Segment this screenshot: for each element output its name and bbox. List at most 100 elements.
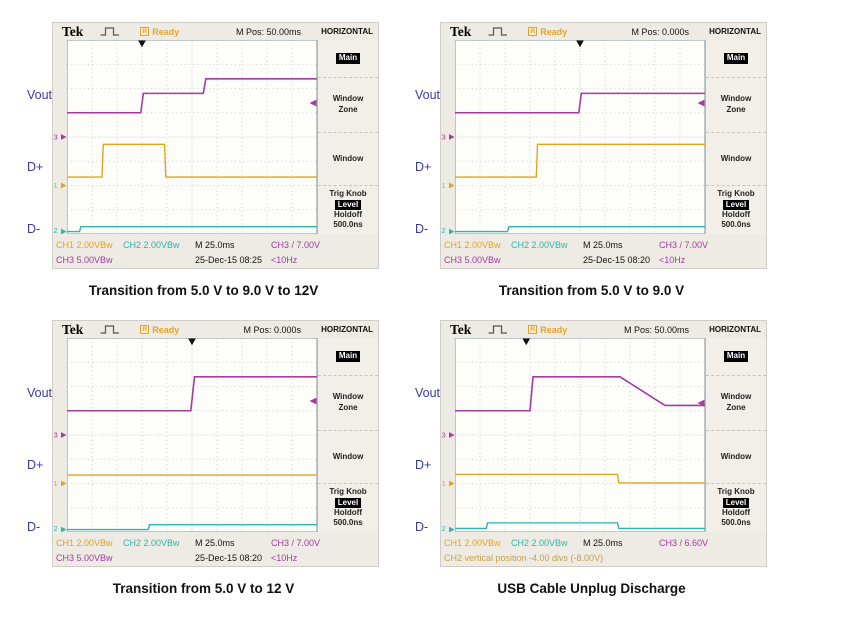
- scope-header: Tek R Ready M Pos: 0.000s HORIZONTAL: [53, 321, 378, 338]
- menu-item-main[interactable]: Main: [318, 338, 378, 375]
- waveform-ch2-D-: [455, 226, 705, 233]
- graticule-border: [455, 40, 705, 234]
- menu-title: HORIZONTAL: [321, 325, 373, 334]
- trigger-coupling-readout: <10Hz: [659, 254, 686, 265]
- menu-item-main[interactable]: Main: [706, 338, 766, 375]
- ready-status-text: Ready: [152, 26, 180, 37]
- menu-window-zone-line2: Zone: [726, 105, 746, 114]
- menu-window-zone-line1: Window: [332, 392, 364, 402]
- trigger-position-marker: [188, 338, 196, 346]
- m-pos-readout: M Pos: 0.000s: [243, 324, 301, 335]
- waveform-ch1-D+: [67, 143, 317, 178]
- date-time-readout: 25-Dec-15 08:25: [195, 254, 263, 265]
- waveform-ch3-Vout: [67, 78, 317, 114]
- menu-window-zone-line1: Window: [720, 392, 752, 402]
- menu-item-trig-knob[interactable]: Trig Knob Level Holdoff 500.0ns: [318, 185, 378, 234]
- menu-main-selected[interactable]: Main: [335, 53, 361, 64]
- ch2-ground-marker-arrow: [61, 228, 67, 234]
- menu-main-selected[interactable]: Main: [335, 351, 361, 362]
- softkey-menu: Main Window Zone Window Trig Knob Level: [317, 40, 378, 234]
- trigger-level-marker: [309, 99, 317, 107]
- acquisition-status: R Ready: [528, 325, 567, 335]
- ch1-scale-readout: CH1 2.00VBw: [444, 239, 501, 250]
- signal-label-dminus: D-: [27, 222, 41, 236]
- menu-level-selected[interactable]: Level: [722, 497, 750, 508]
- ready-status-icon: R: [140, 27, 150, 36]
- menu-level-selected[interactable]: Level: [334, 199, 362, 210]
- trigger-coupling-readout: <10Hz: [271, 552, 298, 563]
- trigger-position-marker: [522, 338, 531, 346]
- oscilloscope-screen: Tek R Ready M Pos: 50.00ms HORIZONTAL 3 1…: [52, 22, 379, 269]
- trigger-readout: CH3 / 6.60V: [659, 537, 709, 548]
- crt-background: [455, 338, 705, 532]
- oscilloscope-screen: Tek R Ready M Pos: 0.000s HORIZONTAL 3 1 2: [52, 320, 379, 567]
- edge-trigger-pulse-icon: [100, 27, 120, 36]
- ready-status-icon: R: [528, 27, 538, 36]
- menu-level-selected[interactable]: Level: [334, 497, 362, 508]
- status-bar: CH1 2.00VBw CH2 2.00VBw M 25.0ms CH3 / 6…: [441, 532, 766, 566]
- menu-item-window-zone[interactable]: Window Zone: [318, 375, 378, 430]
- menu-window-label: Window: [720, 451, 752, 461]
- ch1-ground-marker-arrow: [449, 480, 455, 487]
- crt-area: 3 1 2: [441, 338, 705, 532]
- signal-label-vout: Vout: [415, 386, 441, 400]
- ch1-ground-marker-arrow: [449, 182, 455, 189]
- ch1-scale-readout: CH1 2.00VBw: [56, 239, 113, 250]
- menu-item-window[interactable]: Window: [318, 132, 378, 185]
- m-pos-readout: M Pos: 50.00ms: [623, 324, 689, 335]
- menu-item-window-zone[interactable]: Window Zone: [706, 77, 766, 132]
- waveform-ch3-Vout: [67, 376, 317, 412]
- menu-item-main[interactable]: Main: [706, 40, 766, 77]
- scope-body: 3 1 2 Main Window Zone Window: [441, 338, 766, 532]
- ch3-ground-marker-label: 3: [54, 431, 58, 440]
- trigger-readout: CH3 / 7.00V: [271, 537, 321, 548]
- menu-item-window[interactable]: Window: [318, 430, 378, 483]
- ch1-ground-marker-arrow: [61, 480, 67, 487]
- menu-item-main[interactable]: Main: [318, 40, 378, 77]
- menu-title: HORIZONTAL: [321, 27, 373, 36]
- ch3-ground-marker-arrow: [61, 432, 67, 438]
- status-bar: CH1 2.00VBw CH2 2.00VBw M 25.0ms CH3 / 7…: [53, 234, 378, 268]
- menu-holdoff-label: Holdoff: [722, 508, 750, 517]
- menu-main-selected[interactable]: Main: [723, 351, 749, 362]
- status-bar: CH1 2.00VBw CH2 2.00VBw M 25.0ms CH3 / 7…: [53, 532, 378, 566]
- status-line2-left: CH3 5.00VBw: [56, 552, 113, 563]
- figure-caption: Transition from 5.0 V to 12 V: [112, 581, 295, 596]
- ch1-scale-readout: CH1 2.00VBw: [444, 537, 501, 548]
- date-time-readout: 25-Dec-15 08:20: [583, 254, 651, 265]
- menu-item-window-zone[interactable]: Window Zone: [706, 375, 766, 430]
- menu-item-trig-knob[interactable]: Trig Knob Level Holdoff 500.0ns: [318, 483, 378, 532]
- menu-item-trig-knob[interactable]: Trig Knob Level Holdoff 500.0ns: [706, 185, 766, 234]
- waveform-ch2-D-: [455, 522, 705, 530]
- trigger-readout: CH3 / 7.00V: [271, 239, 321, 250]
- edge-trigger-pulse-icon: [488, 27, 508, 36]
- signal-label-dminus: D-: [415, 222, 429, 236]
- status-line2-left: CH2 vertical position -4.00 divs (-8.00V…: [444, 552, 604, 563]
- signal-labels-column: Vout D+ D-: [26, 22, 52, 269]
- signal-label-vout: Vout: [415, 88, 441, 102]
- signal-label-dplus: D+: [415, 160, 432, 174]
- menu-window-label: Window: [720, 153, 752, 163]
- scope-row: Vout D+ D- Tek R Ready M Pos: 0.000s HOR…: [26, 320, 381, 567]
- edge-trigger-pulse-icon: [488, 325, 508, 334]
- ready-status-text: Ready: [540, 26, 568, 37]
- menu-level-selected[interactable]: Level: [722, 199, 750, 210]
- menu-title: HORIZONTAL: [709, 325, 761, 334]
- acquisition-status: R Ready: [528, 27, 567, 37]
- menu-item-trig-knob[interactable]: Trig Knob Level Holdoff 500.0ns: [706, 483, 766, 532]
- scope-panel: Vout D+ D- Tek R Ready M Pos: 50.00ms HO…: [414, 320, 769, 596]
- crt-background: [455, 40, 705, 234]
- scope-row: Vout D+ D- Tek R Ready M Pos: 50.00ms HO…: [414, 320, 769, 567]
- menu-item-window[interactable]: Window: [706, 132, 766, 185]
- trigger-level-marker: [309, 397, 317, 405]
- timebase-readout: M 25.0ms: [195, 537, 235, 548]
- menu-item-window[interactable]: Window: [706, 430, 766, 483]
- menu-item-window-zone[interactable]: Window Zone: [318, 77, 378, 132]
- menu-main-selected[interactable]: Main: [723, 53, 749, 64]
- waveform-display: 3 1 2: [442, 40, 705, 234]
- ch3-ground-marker-arrow: [449, 134, 455, 140]
- menu-trig-knob-label: Trig Knob: [329, 189, 367, 199]
- timebase-readout: M 25.0ms: [583, 239, 623, 250]
- ch1-ground-marker-label: 1: [54, 479, 58, 488]
